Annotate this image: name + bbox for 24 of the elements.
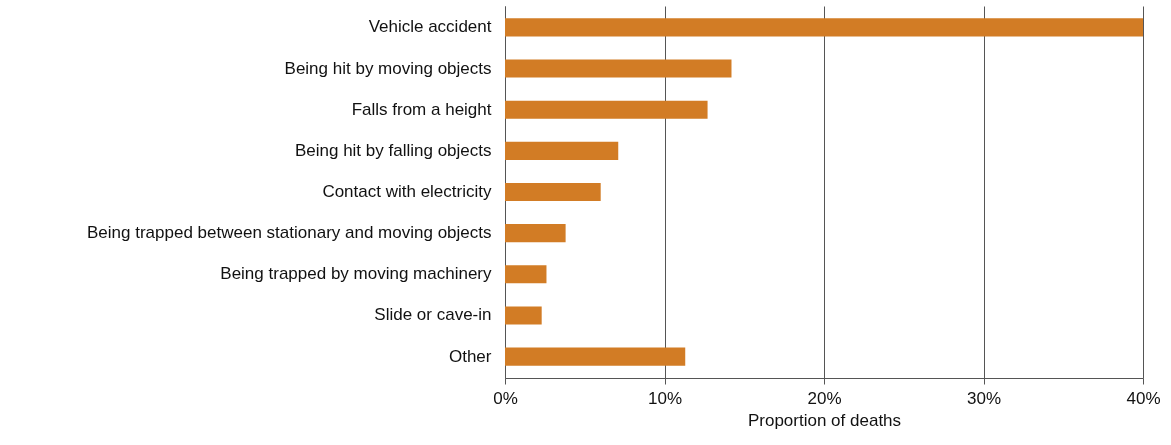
x-axis-title: Proportion of deaths xyxy=(747,410,902,430)
y-tick-label: Being hit by falling objects xyxy=(294,140,492,160)
bar xyxy=(505,18,1143,37)
x-tick-label: 10% xyxy=(647,388,683,408)
bar xyxy=(505,182,601,202)
x-tick-label: 30% xyxy=(966,388,1002,408)
bar xyxy=(505,224,566,243)
x-tick-label: 40% xyxy=(1126,388,1161,408)
y-tick-label: Other xyxy=(448,346,492,366)
bar xyxy=(505,265,547,284)
bar xyxy=(505,141,619,160)
bar xyxy=(505,100,708,119)
y-tick-label: Being trapped by moving machinery xyxy=(220,264,492,284)
x-tick-label: 0% xyxy=(493,388,518,408)
bar xyxy=(505,306,542,325)
y-tick-label: Falls from a height xyxy=(351,99,492,119)
y-tick-label: Slide or cave-in xyxy=(374,305,492,325)
y-tick-label: Vehicle accident xyxy=(368,17,492,37)
y-tick-label: Being trapped between stationary and moving objects xyxy=(87,223,492,243)
y-tick-label: Being hit by moving objects xyxy=(284,58,492,78)
bar xyxy=(505,347,686,366)
y-tick-label: Contact with electricity xyxy=(322,182,492,201)
bar xyxy=(505,59,732,78)
x-tick-label: 20% xyxy=(807,388,842,408)
